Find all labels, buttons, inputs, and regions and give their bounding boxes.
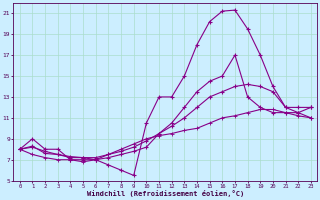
X-axis label: Windchill (Refroidissement éolien,°C): Windchill (Refroidissement éolien,°C) bbox=[87, 190, 244, 197]
